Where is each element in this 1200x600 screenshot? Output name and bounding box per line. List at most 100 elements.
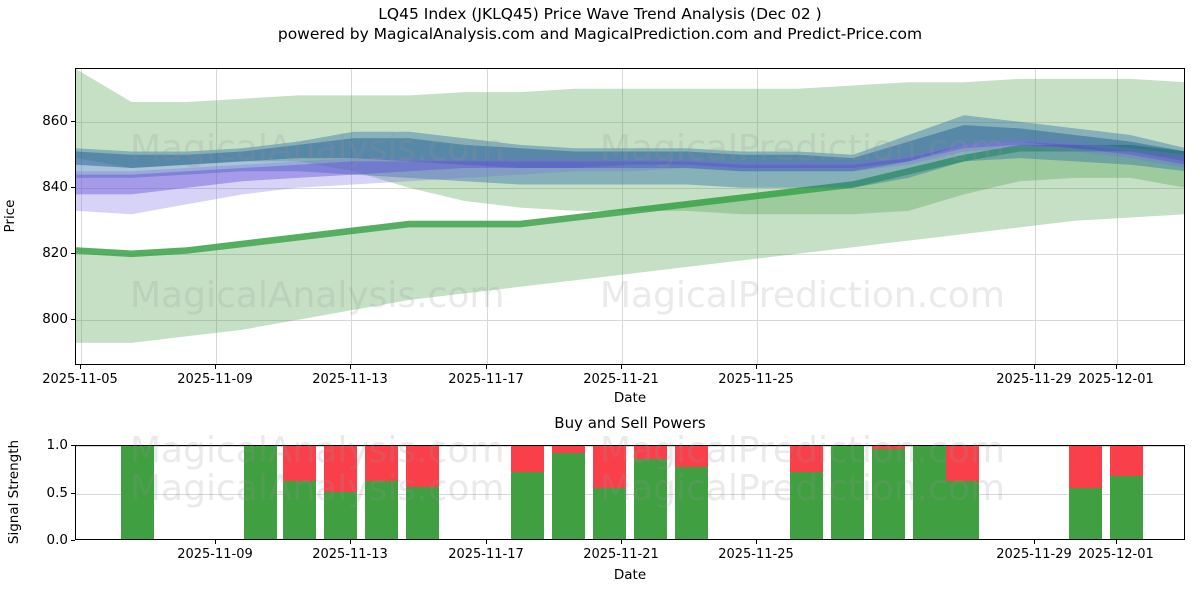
band-outer-green-upper-band — [76, 69, 1184, 215]
bar-chart-ylabel: Signal Strength — [6, 439, 22, 545]
signal-xtick-mark-1 — [350, 540, 351, 544]
buy-power-segment — [552, 452, 585, 539]
buy-power-segment — [283, 481, 316, 539]
sell-power-segment — [552, 446, 585, 453]
signal-ytick-mark-0 — [71, 540, 75, 541]
buy-power-segment — [121, 446, 154, 539]
page-subtitle: powered by MagicalAnalysis.com and Magic… — [277, 25, 923, 43]
price-chart-clip — [76, 69, 1184, 364]
price-xtick-label-0: 2025-11-05 — [42, 372, 118, 387]
price-ytick-label-3: 860 — [42, 112, 68, 129]
price-gridline-h-0 — [76, 319, 1184, 321]
signal-bar[interactable] — [634, 446, 667, 539]
price-xtick-mark-5 — [756, 365, 757, 369]
buy-power-segment — [1110, 476, 1143, 539]
price-xtick-label-2: 2025-11-13 — [312, 372, 388, 387]
price-wave-bands — [76, 69, 1184, 343]
price-ytick-mark-1 — [71, 252, 75, 254]
price-ytick-mark-0 — [71, 318, 75, 320]
signal-xtick-label-0: 2025-11-09 — [177, 547, 253, 562]
signal-bar[interactable] — [244, 446, 277, 539]
price-xtick-mark-6 — [1034, 365, 1035, 369]
bar-gridline-h-2 — [76, 446, 1184, 447]
price-gridline-v-5 — [757, 69, 758, 364]
price-gridline-v-4 — [622, 69, 623, 364]
price-ytick-mark-2 — [71, 186, 75, 188]
signal-ytick-label-2: 1.0 — [46, 437, 68, 453]
sell-power-segment — [406, 446, 439, 487]
signal-xtick-label-6: 2025-12-01 — [1078, 547, 1154, 562]
buy-power-segment — [324, 491, 357, 539]
buy-power-segment — [634, 459, 667, 539]
signal-bar[interactable] — [872, 446, 905, 539]
buy-power-segment — [244, 446, 277, 539]
buy-power-segment — [872, 448, 905, 539]
signal-bar[interactable] — [1069, 446, 1102, 539]
sell-power-segment — [790, 446, 823, 472]
signal-xtick-label-3: 2025-11-21 — [583, 547, 659, 562]
signal-bar[interactable] — [283, 446, 316, 539]
sell-power-segment — [283, 446, 316, 482]
buy-power-segment — [831, 446, 864, 539]
buy-power-segment — [406, 486, 439, 539]
signal-bar[interactable] — [511, 446, 544, 539]
bar-chart-clip — [76, 446, 1184, 539]
price-ytick-label-2: 840 — [42, 178, 68, 195]
signal-xtick-label-4: 2025-11-25 — [718, 547, 794, 562]
signal-bar[interactable] — [406, 446, 439, 539]
signal-bar[interactable] — [831, 446, 864, 539]
buy-power-segment — [913, 446, 946, 539]
sell-power-segment — [946, 446, 979, 482]
sell-power-segment — [365, 446, 398, 482]
price-gridline-h-1 — [76, 253, 1184, 255]
price-gridline-v-0 — [81, 69, 82, 364]
sell-power-segment — [634, 446, 667, 460]
price-xtick-label-4: 2025-11-21 — [583, 372, 659, 387]
page-title: LQ45 Index (JKLQ45) Price Wave Trend Ana… — [378, 5, 822, 23]
price-gridline-h-3 — [76, 121, 1184, 123]
price-ytick-mark-3 — [71, 120, 75, 122]
price-xtick-mark-4 — [621, 365, 622, 369]
signal-bar[interactable] — [946, 446, 979, 539]
signal-xtick-mark-5 — [1034, 540, 1035, 544]
price-chart-plot-area — [75, 68, 1185, 365]
signal-bar[interactable] — [121, 446, 154, 539]
signal-bar[interactable] — [675, 446, 708, 539]
signal-xtick-label-1: 2025-11-13 — [312, 547, 388, 562]
price-gridline-h-2 — [76, 187, 1184, 189]
price-ytick-label-0: 800 — [42, 310, 68, 327]
sell-power-segment — [1069, 446, 1102, 488]
price-xtick-mark-0 — [80, 365, 81, 369]
signal-strength-plot-area — [75, 445, 1185, 540]
signal-ytick-label-1: 0.5 — [46, 484, 68, 501]
band-purple-wave-band-outer — [76, 138, 1184, 215]
sell-power-segment — [1110, 446, 1143, 477]
signal-ytick-mark-2 — [71, 445, 75, 446]
signal-bar[interactable] — [365, 446, 398, 539]
signal-bar[interactable] — [593, 446, 626, 539]
buy-power-segment — [511, 471, 544, 539]
signal-xtick-mark-0 — [215, 540, 216, 544]
bar-chart-xlabel: Date — [613, 567, 647, 583]
signal-xtick-label-5: 2025-11-29 — [996, 547, 1072, 562]
price-gridline-v-3 — [487, 69, 488, 364]
buy-power-segment — [365, 481, 398, 539]
price-gridline-v-2 — [351, 69, 352, 364]
signal-bar[interactable] — [324, 446, 357, 539]
buy-power-segment — [1069, 487, 1102, 539]
price-xtick-label-7: 2025-12-01 — [1078, 372, 1154, 387]
price-gridline-v-7 — [1117, 69, 1118, 364]
signal-bar[interactable] — [1110, 446, 1143, 539]
signal-bar[interactable] — [913, 446, 946, 539]
price-xtick-mark-2 — [350, 365, 351, 369]
signal-bar[interactable] — [552, 446, 585, 539]
chart-title-block: LQ45 Index (JKLQ45) Price Wave Trend Ana… — [0, 4, 1200, 44]
band-outer-green-lower-band — [76, 144, 1184, 343]
buy-power-segment — [946, 481, 979, 539]
band-green-trend-line-band — [76, 144, 1184, 258]
sell-power-segment — [324, 446, 357, 492]
signal-bar[interactable] — [790, 446, 823, 539]
signal-xtick-mark-3 — [621, 540, 622, 544]
price-xtick-label-5: 2025-11-25 — [718, 372, 794, 387]
signal-xtick-mark-4 — [756, 540, 757, 544]
